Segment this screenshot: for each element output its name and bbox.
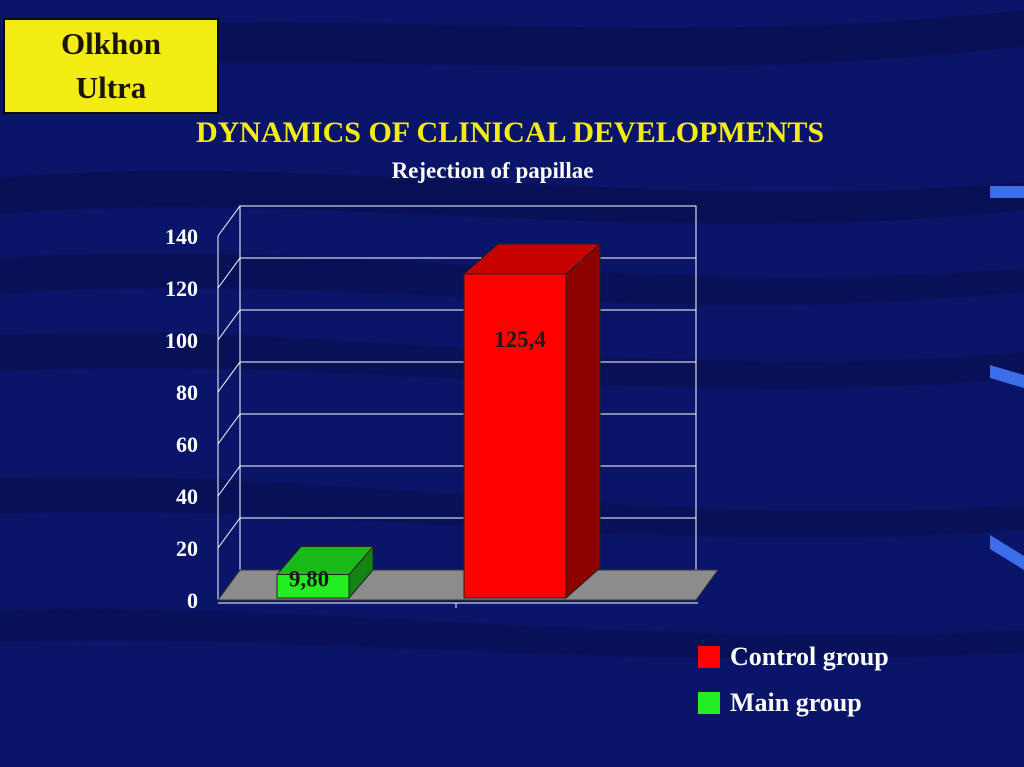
swoosh-1	[0, 10, 1024, 82]
legend-item-control: Control group	[698, 634, 889, 680]
swoosh-6	[0, 608, 1024, 659]
bar-side	[565, 242, 601, 600]
y-tick-label: 120	[165, 276, 198, 301]
bar-front	[463, 273, 567, 599]
y-tick-label: 20	[176, 536, 198, 561]
badge-line-1: Olkhon	[61, 26, 161, 61]
gridline	[217, 309, 696, 341]
chart-walls	[217, 205, 697, 600]
chart-subtitle: Rejection of papillae	[391, 158, 594, 183]
legend-item-main: Main group	[698, 680, 889, 726]
page-title: DYNAMICS OF CLINICAL DEVELOPMENTS	[195, 116, 825, 149]
legend-label-control: Control group	[730, 642, 889, 671]
y-tick-label: 140	[165, 224, 198, 249]
data-label: 125,4	[494, 327, 546, 352]
gridline	[217, 517, 696, 549]
bar-front	[276, 574, 350, 599]
right-accent-1	[990, 186, 1024, 198]
right-accent-3	[990, 535, 1024, 570]
y-tick-label: 100	[165, 328, 198, 353]
swoosh-2	[0, 170, 1024, 224]
chart-bars	[275, 242, 602, 600]
gridline	[217, 465, 696, 497]
chart-legend: Control group Main group	[698, 634, 889, 726]
gridline	[217, 205, 696, 237]
gridline	[217, 257, 696, 289]
gridline	[217, 413, 696, 445]
data-label: 9,80	[289, 567, 329, 592]
legend-swatch-main	[698, 692, 720, 714]
badge-line-2: Ultra	[75, 70, 147, 105]
legend-label-main: Main group	[730, 688, 862, 717]
y-tick-label: 0	[187, 588, 198, 613]
gridline	[217, 361, 696, 393]
olkhon-ultra-badge: Olkhon Ultra	[3, 18, 219, 114]
y-tick-label: 40	[176, 484, 198, 509]
legend-swatch-control	[698, 646, 720, 668]
y-tick-label: 60	[176, 432, 198, 457]
data-labels: 9,80 125,4	[289, 327, 547, 592]
right-accent-2	[990, 365, 1024, 388]
y-axis-ticks: 0 20 40 60 80 100 120 140	[165, 224, 198, 613]
y-tick-label: 80	[176, 380, 198, 405]
